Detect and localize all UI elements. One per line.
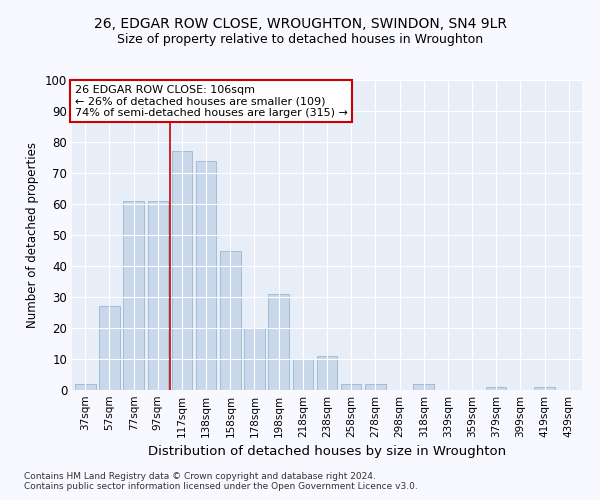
Bar bbox=[196, 160, 217, 390]
Bar bbox=[148, 201, 168, 390]
Bar bbox=[413, 384, 434, 390]
Text: Size of property relative to detached houses in Wroughton: Size of property relative to detached ho… bbox=[117, 32, 483, 46]
Bar bbox=[220, 250, 241, 390]
Bar bbox=[99, 306, 120, 390]
Bar bbox=[75, 384, 95, 390]
Bar bbox=[486, 387, 506, 390]
Bar bbox=[244, 328, 265, 390]
Bar bbox=[534, 387, 555, 390]
Bar bbox=[268, 294, 289, 390]
Text: 26, EDGAR ROW CLOSE, WROUGHTON, SWINDON, SN4 9LR: 26, EDGAR ROW CLOSE, WROUGHTON, SWINDON,… bbox=[94, 18, 506, 32]
Bar bbox=[365, 384, 386, 390]
Text: 26 EDGAR ROW CLOSE: 106sqm
← 26% of detached houses are smaller (109)
74% of sem: 26 EDGAR ROW CLOSE: 106sqm ← 26% of deta… bbox=[74, 84, 347, 118]
Text: Contains HM Land Registry data © Crown copyright and database right 2024.: Contains HM Land Registry data © Crown c… bbox=[24, 472, 376, 481]
Bar bbox=[172, 152, 192, 390]
Bar bbox=[124, 201, 144, 390]
Y-axis label: Number of detached properties: Number of detached properties bbox=[26, 142, 40, 328]
X-axis label: Distribution of detached houses by size in Wroughton: Distribution of detached houses by size … bbox=[148, 446, 506, 458]
Bar bbox=[341, 384, 361, 390]
Bar bbox=[317, 356, 337, 390]
Bar bbox=[293, 359, 313, 390]
Text: Contains public sector information licensed under the Open Government Licence v3: Contains public sector information licen… bbox=[24, 482, 418, 491]
